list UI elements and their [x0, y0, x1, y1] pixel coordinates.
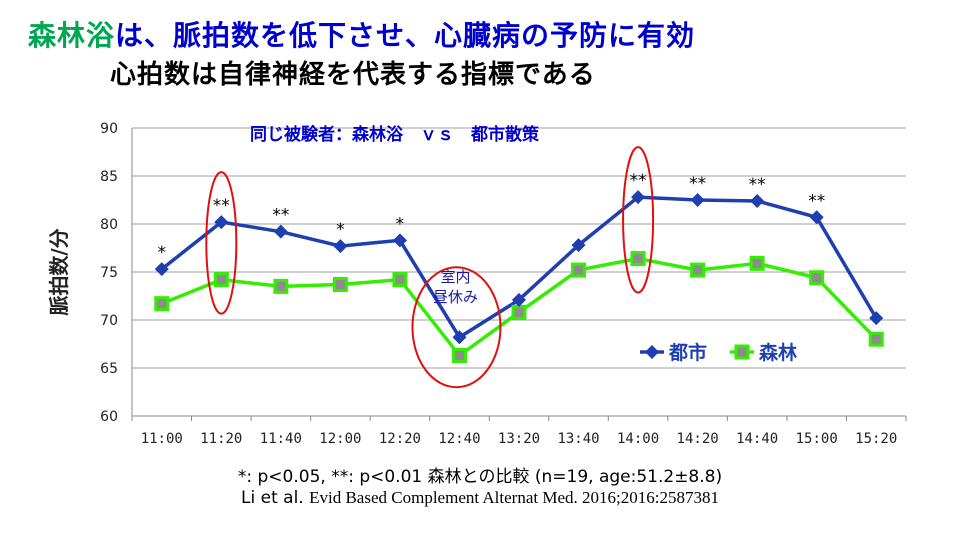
significance-marker: ** — [630, 171, 647, 191]
y-tick-label: 75 — [100, 265, 118, 281]
forest-point — [630, 251, 646, 267]
city-point — [392, 233, 407, 248]
significance-marker: ** — [272, 206, 289, 226]
legend-marker-city — [645, 345, 659, 359]
legend-label-forest: 森林 — [759, 341, 797, 364]
significance-marker: ** — [749, 175, 766, 195]
y-tick-label: 70 — [100, 313, 118, 329]
city-point — [273, 224, 288, 239]
city-point — [869, 311, 884, 326]
legend-label-city: 都市 — [668, 341, 707, 364]
forest-point — [511, 304, 527, 320]
highlight-ellipse — [205, 171, 238, 315]
y-tick-label: 80 — [100, 217, 118, 233]
forest-point — [392, 272, 408, 288]
slide-title-line2: 心拍数は自律神経を代表する指標である — [110, 60, 596, 90]
x-tick-label: 13:40 — [557, 431, 599, 447]
x-tick-label: 15:20 — [855, 431, 897, 447]
x-tick-label: 15:00 — [796, 431, 838, 447]
y-axis-label: 脈拍数/分 — [47, 228, 71, 315]
significance-marker: ** — [808, 191, 825, 211]
forest-point — [690, 262, 706, 278]
chart-subtitle: 同じ被験者：森林浴 ｖｓ 都市散策 — [250, 124, 540, 145]
x-tick-label: 11:00 — [141, 431, 183, 447]
annotation-text: 昼休み — [433, 288, 478, 306]
citation: Li et al. Evid Based Complement Alternat… — [0, 488, 960, 508]
x-tick-label: 11:40 — [260, 431, 302, 447]
city-point — [333, 239, 348, 254]
forest-point — [154, 296, 170, 312]
city-point — [750, 193, 765, 208]
slide-title-line1: 森林浴は、脈拍数を低下させ、心臓病の予防に有効 — [28, 14, 695, 54]
city-point — [631, 190, 646, 205]
significance-footnote: *: p<0.05, **: p<0.01 森林との比較 (n=19, age:… — [237, 467, 723, 487]
city-point — [154, 262, 169, 277]
title-blue-part: は、脈拍数を低下させ、心臓病の予防に有効 — [115, 19, 696, 52]
forest-point — [213, 272, 229, 288]
city-point — [512, 292, 526, 307]
city-point — [214, 215, 229, 230]
city-point — [809, 210, 824, 225]
forest-point — [868, 331, 884, 347]
significance-marker: * — [396, 214, 405, 234]
significance-marker: ** — [689, 174, 706, 194]
x-tick-label: 11:20 — [200, 431, 242, 447]
city-point — [571, 238, 586, 253]
forest-point — [451, 348, 467, 364]
y-tick-label: 90 — [100, 121, 118, 137]
x-tick-label: 12:20 — [379, 431, 421, 447]
highlight-ellipse — [411, 266, 502, 389]
x-tick-label: 14:40 — [736, 431, 778, 447]
x-tick-label: 12:40 — [438, 431, 480, 447]
annotation-text: 室内 — [440, 268, 470, 286]
forest-point — [809, 270, 825, 286]
citation-authors: Li et al. — [241, 488, 304, 508]
y-tick-label: 60 — [100, 409, 118, 425]
significance-marker: * — [158, 243, 167, 263]
x-tick-label: 14:20 — [677, 431, 719, 447]
forest-point — [273, 278, 289, 294]
legend-marker-forest — [734, 344, 750, 360]
forest-point — [332, 276, 348, 292]
forest-point — [571, 262, 587, 278]
x-tick-label: 12:00 — [319, 431, 361, 447]
y-tick-label: 65 — [100, 361, 118, 377]
city-point — [452, 330, 467, 345]
y-tick-label: 85 — [100, 169, 118, 185]
x-tick-label: 13:20 — [498, 431, 540, 447]
significance-marker: * — [336, 220, 345, 240]
title-green-part: 森林浴 — [28, 19, 116, 52]
highlight-ellipse — [622, 146, 655, 294]
significance-marker: ** — [213, 196, 230, 216]
city-point — [690, 193, 705, 207]
x-tick-label: 14:00 — [617, 431, 659, 447]
citation-journal: Evid Based Complement Alternat Med. 2016… — [309, 488, 719, 507]
forest-point — [749, 255, 765, 271]
